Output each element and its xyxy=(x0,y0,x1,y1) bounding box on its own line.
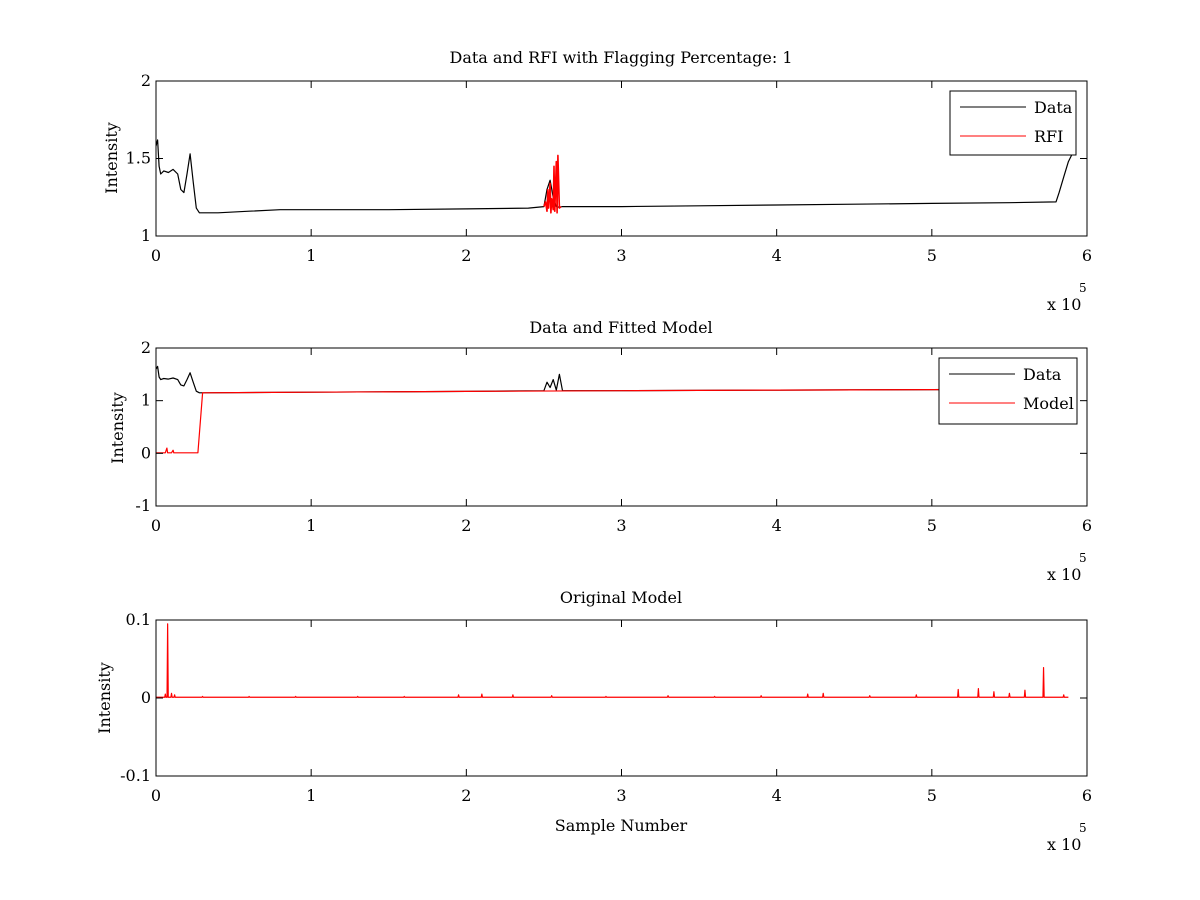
x-tick-label: 5 xyxy=(927,786,937,805)
x-tick-label: 2 xyxy=(461,246,471,265)
x-tick-label: 3 xyxy=(616,786,626,805)
series-group xyxy=(156,139,1073,214)
y-tick-label: 0 xyxy=(141,688,151,707)
legend-label-data: Data xyxy=(1023,365,1062,384)
subplot-original-model: Original Model Intensity Sample Number x… xyxy=(95,588,1092,854)
subplot-rfi: Data and RFI with Flagging Percentage: 1… xyxy=(102,48,1092,314)
y-tick-label: -1 xyxy=(135,496,151,515)
legend-box xyxy=(938,357,1078,425)
subplot-3-x-multiplier: x 10 5 xyxy=(1047,821,1087,854)
subplot-model: Data and Fitted Model Intensity x 10 5 0… xyxy=(108,318,1092,584)
subplot-2-x-multiplier: x 10 5 xyxy=(1047,551,1087,584)
rfi-series-line xyxy=(543,154,562,214)
legend-label-rfi: RFI xyxy=(1034,127,1063,146)
y-tick-label: 2 xyxy=(141,71,151,90)
subplot-1-x-multiplier-text: x 10 xyxy=(1047,295,1081,314)
model-series-line xyxy=(156,388,1072,454)
x-tick-label: 5 xyxy=(927,516,937,535)
x-tick-label: 6 xyxy=(1082,516,1092,535)
x-tick-label: 1 xyxy=(306,786,316,805)
y-tick-label: 0 xyxy=(141,443,151,462)
legend-label-model: Model xyxy=(1023,394,1074,413)
y-tick-label: 1 xyxy=(141,226,151,245)
legend-box xyxy=(949,90,1077,156)
x-tick-label: 1 xyxy=(306,246,316,265)
x-tick-label: 2 xyxy=(461,516,471,535)
x-tick-label: 1 xyxy=(306,516,316,535)
y-tick-label: 2 xyxy=(141,338,151,357)
x-tick-label: 5 xyxy=(927,246,937,265)
series-group xyxy=(156,623,1069,698)
legend-label-data: Data xyxy=(1034,98,1073,117)
subplot-3-title: Original Model xyxy=(560,588,682,607)
x-tick-label: 0 xyxy=(151,516,161,535)
y-tick-label: -0.1 xyxy=(120,766,151,785)
legend: Data RFI xyxy=(949,90,1077,156)
x-tick-label: 4 xyxy=(772,516,782,535)
plot-area xyxy=(156,348,1087,506)
data-series-line xyxy=(156,139,1073,214)
series-group xyxy=(156,365,1072,454)
x-tick-label: 3 xyxy=(616,516,626,535)
x-tick-label: 0 xyxy=(151,786,161,805)
subplot-3-ylabel: Intensity xyxy=(95,662,114,734)
y-tick-label: 1.5 xyxy=(126,149,151,168)
model-series-line xyxy=(156,623,1069,698)
subplot-1-x-multiplier-exponent: 5 xyxy=(1079,281,1087,295)
subplot-3-x-multiplier-exponent: 5 xyxy=(1079,821,1087,835)
subplot-1-ylabel: Intensity xyxy=(102,122,121,194)
plot-area xyxy=(156,81,1087,236)
legend: Data Model xyxy=(938,357,1078,425)
x-tick-label: 0 xyxy=(151,246,161,265)
subplot-2-title: Data and Fitted Model xyxy=(529,318,712,337)
y-tick-label: 0.1 xyxy=(126,610,151,629)
subplot-3-x-multiplier-text: x 10 xyxy=(1047,835,1081,854)
plot-area xyxy=(156,620,1087,776)
x-tick-label: 4 xyxy=(772,246,782,265)
y-tick-label: 1 xyxy=(141,391,151,410)
x-tick-label: 3 xyxy=(616,246,626,265)
subplot-2-x-multiplier-exponent: 5 xyxy=(1079,551,1087,565)
x-tick-label: 2 xyxy=(461,786,471,805)
subplot-1-x-multiplier: x 10 5 xyxy=(1047,281,1087,314)
x-tick-label: 4 xyxy=(772,786,782,805)
subplot-2-x-multiplier-text: x 10 xyxy=(1047,565,1081,584)
subplot-2-ylabel: Intensity xyxy=(108,392,127,464)
x-tick-label: 6 xyxy=(1082,246,1092,265)
subplot-1-title: Data and RFI with Flagging Percentage: 1 xyxy=(449,48,792,67)
subplot-3-xlabel: Sample Number xyxy=(555,816,688,835)
x-tick-label: 6 xyxy=(1082,786,1092,805)
